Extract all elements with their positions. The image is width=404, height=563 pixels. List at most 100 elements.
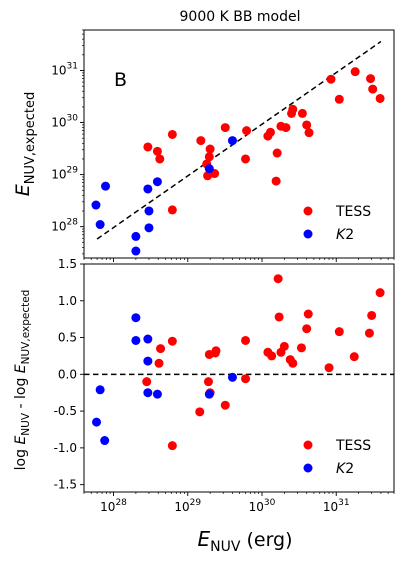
y-tick-label: -0.5 bbox=[54, 404, 77, 418]
y-tick-label: -1.5 bbox=[54, 478, 77, 492]
tess-residual-point bbox=[375, 288, 385, 298]
tess-residual-point bbox=[274, 312, 284, 322]
tess-point bbox=[271, 176, 281, 186]
tess-point bbox=[304, 128, 314, 138]
tess-residual-point bbox=[167, 441, 177, 451]
tess-residual-point bbox=[349, 352, 359, 362]
bottom-axes-frame bbox=[83, 263, 395, 493]
k2-residual-point bbox=[100, 436, 110, 446]
tess-residual-point bbox=[241, 335, 251, 345]
x-tick-label: 1029 bbox=[174, 498, 201, 514]
y-tick-label: 1030 bbox=[51, 114, 78, 130]
tess-point bbox=[143, 142, 153, 152]
k2-residual-point bbox=[204, 389, 214, 399]
tess-point bbox=[366, 74, 376, 84]
legend-label: TESS bbox=[335, 438, 371, 454]
tess-point bbox=[375, 93, 385, 103]
k2-residual-point bbox=[143, 334, 153, 344]
tess-point bbox=[155, 154, 165, 164]
tess-point bbox=[205, 144, 215, 154]
tess-residual-point bbox=[167, 336, 177, 346]
k2-point bbox=[204, 164, 214, 174]
legend-marker bbox=[303, 463, 313, 473]
tess-residual-point bbox=[195, 407, 205, 417]
tess-residual-point bbox=[220, 400, 230, 410]
y-tick-label: -1.0 bbox=[54, 441, 77, 455]
tess-residual-point bbox=[324, 363, 334, 373]
tess-point bbox=[281, 123, 291, 133]
bottom-panel: 1028 1029 1030 1031 -1.5 -1.0 -0.5 0.0 0.5 1.0 1.5… bbox=[13, 257, 395, 555]
k2-point bbox=[131, 246, 141, 256]
tess-residual-point bbox=[364, 328, 374, 338]
legend-label: TESS bbox=[335, 204, 371, 220]
legend-label: K2 bbox=[336, 227, 354, 243]
chart-title: 9000 K BB model bbox=[180, 9, 301, 25]
legend-marker bbox=[303, 440, 313, 450]
k2-point bbox=[95, 220, 105, 230]
panel-label: B bbox=[114, 69, 127, 91]
one-to-one-line bbox=[96, 40, 382, 240]
x-tick-label: 1030 bbox=[249, 498, 276, 514]
k2-residual-point bbox=[143, 356, 153, 366]
tess-residual-point bbox=[273, 274, 283, 284]
k2-residual-point bbox=[152, 389, 162, 399]
tess-point bbox=[152, 146, 162, 156]
legend-label: K2 bbox=[336, 461, 354, 477]
tess-residual-point bbox=[267, 351, 277, 361]
tess-residual-point bbox=[367, 310, 377, 320]
x-tick-label: 1031 bbox=[323, 498, 350, 514]
tess-residual-point bbox=[302, 324, 312, 334]
tess-point bbox=[220, 123, 230, 133]
tess-point bbox=[297, 108, 307, 118]
k2-point bbox=[143, 184, 153, 194]
legend-marker bbox=[303, 206, 313, 216]
y-tick-label: 1.5 bbox=[58, 257, 77, 271]
y-tick-label: 0.0 bbox=[58, 367, 77, 381]
x-tick-label: 1028 bbox=[100, 498, 127, 514]
k2-residual-point bbox=[131, 313, 141, 323]
legend-marker bbox=[303, 229, 313, 239]
tess-point bbox=[204, 152, 214, 162]
top-panel: 1028 1029 1030 1031 B ENUV,expected TESS K2 bbox=[12, 29, 395, 262]
y-axis-label: ENUV,expected bbox=[12, 92, 38, 197]
k2-residual-point bbox=[92, 417, 102, 427]
tess-point bbox=[350, 67, 360, 77]
tess-point bbox=[203, 171, 213, 181]
k2-residual-point bbox=[227, 372, 237, 382]
tess-residual-point bbox=[156, 344, 166, 354]
y-tick-label: 1029 bbox=[51, 166, 78, 182]
top-axes-frame bbox=[83, 29, 395, 259]
k2-residual-point bbox=[95, 385, 105, 395]
y-tick-label: 1028 bbox=[51, 218, 78, 234]
tess-point bbox=[241, 154, 251, 164]
tess-point bbox=[167, 129, 177, 139]
tess-residual-point bbox=[303, 309, 313, 319]
y-tick-label: 1.0 bbox=[58, 294, 77, 308]
k2-point bbox=[91, 200, 101, 210]
tess-residual-point bbox=[142, 377, 152, 387]
k2-point bbox=[144, 206, 154, 216]
tess-residual-point bbox=[241, 374, 251, 384]
y-axis-label: log ENUV - log ENUV,expected bbox=[13, 290, 32, 471]
k2-residual-point bbox=[143, 388, 153, 398]
tess-point bbox=[302, 120, 312, 130]
tess-point bbox=[288, 104, 298, 114]
tess-point bbox=[196, 136, 206, 146]
tess-residual-point bbox=[203, 377, 213, 387]
y-tick-label: 1031 bbox=[51, 62, 78, 78]
tess-residual-point bbox=[288, 358, 298, 368]
y-tick-label: 0.5 bbox=[58, 331, 77, 345]
tess-residual-point bbox=[154, 358, 164, 368]
x-axis-label: ENUV (erg) bbox=[197, 527, 292, 555]
k2-point bbox=[152, 177, 162, 187]
tess-point bbox=[272, 148, 282, 158]
k2-point bbox=[227, 136, 237, 146]
tess-point bbox=[334, 94, 344, 104]
k2-point bbox=[144, 223, 154, 233]
tess-point bbox=[242, 126, 252, 136]
tess-residual-point bbox=[279, 341, 289, 351]
tess-residual-point bbox=[334, 327, 344, 337]
tess-residual-point bbox=[211, 346, 221, 356]
tess-point bbox=[265, 127, 275, 137]
